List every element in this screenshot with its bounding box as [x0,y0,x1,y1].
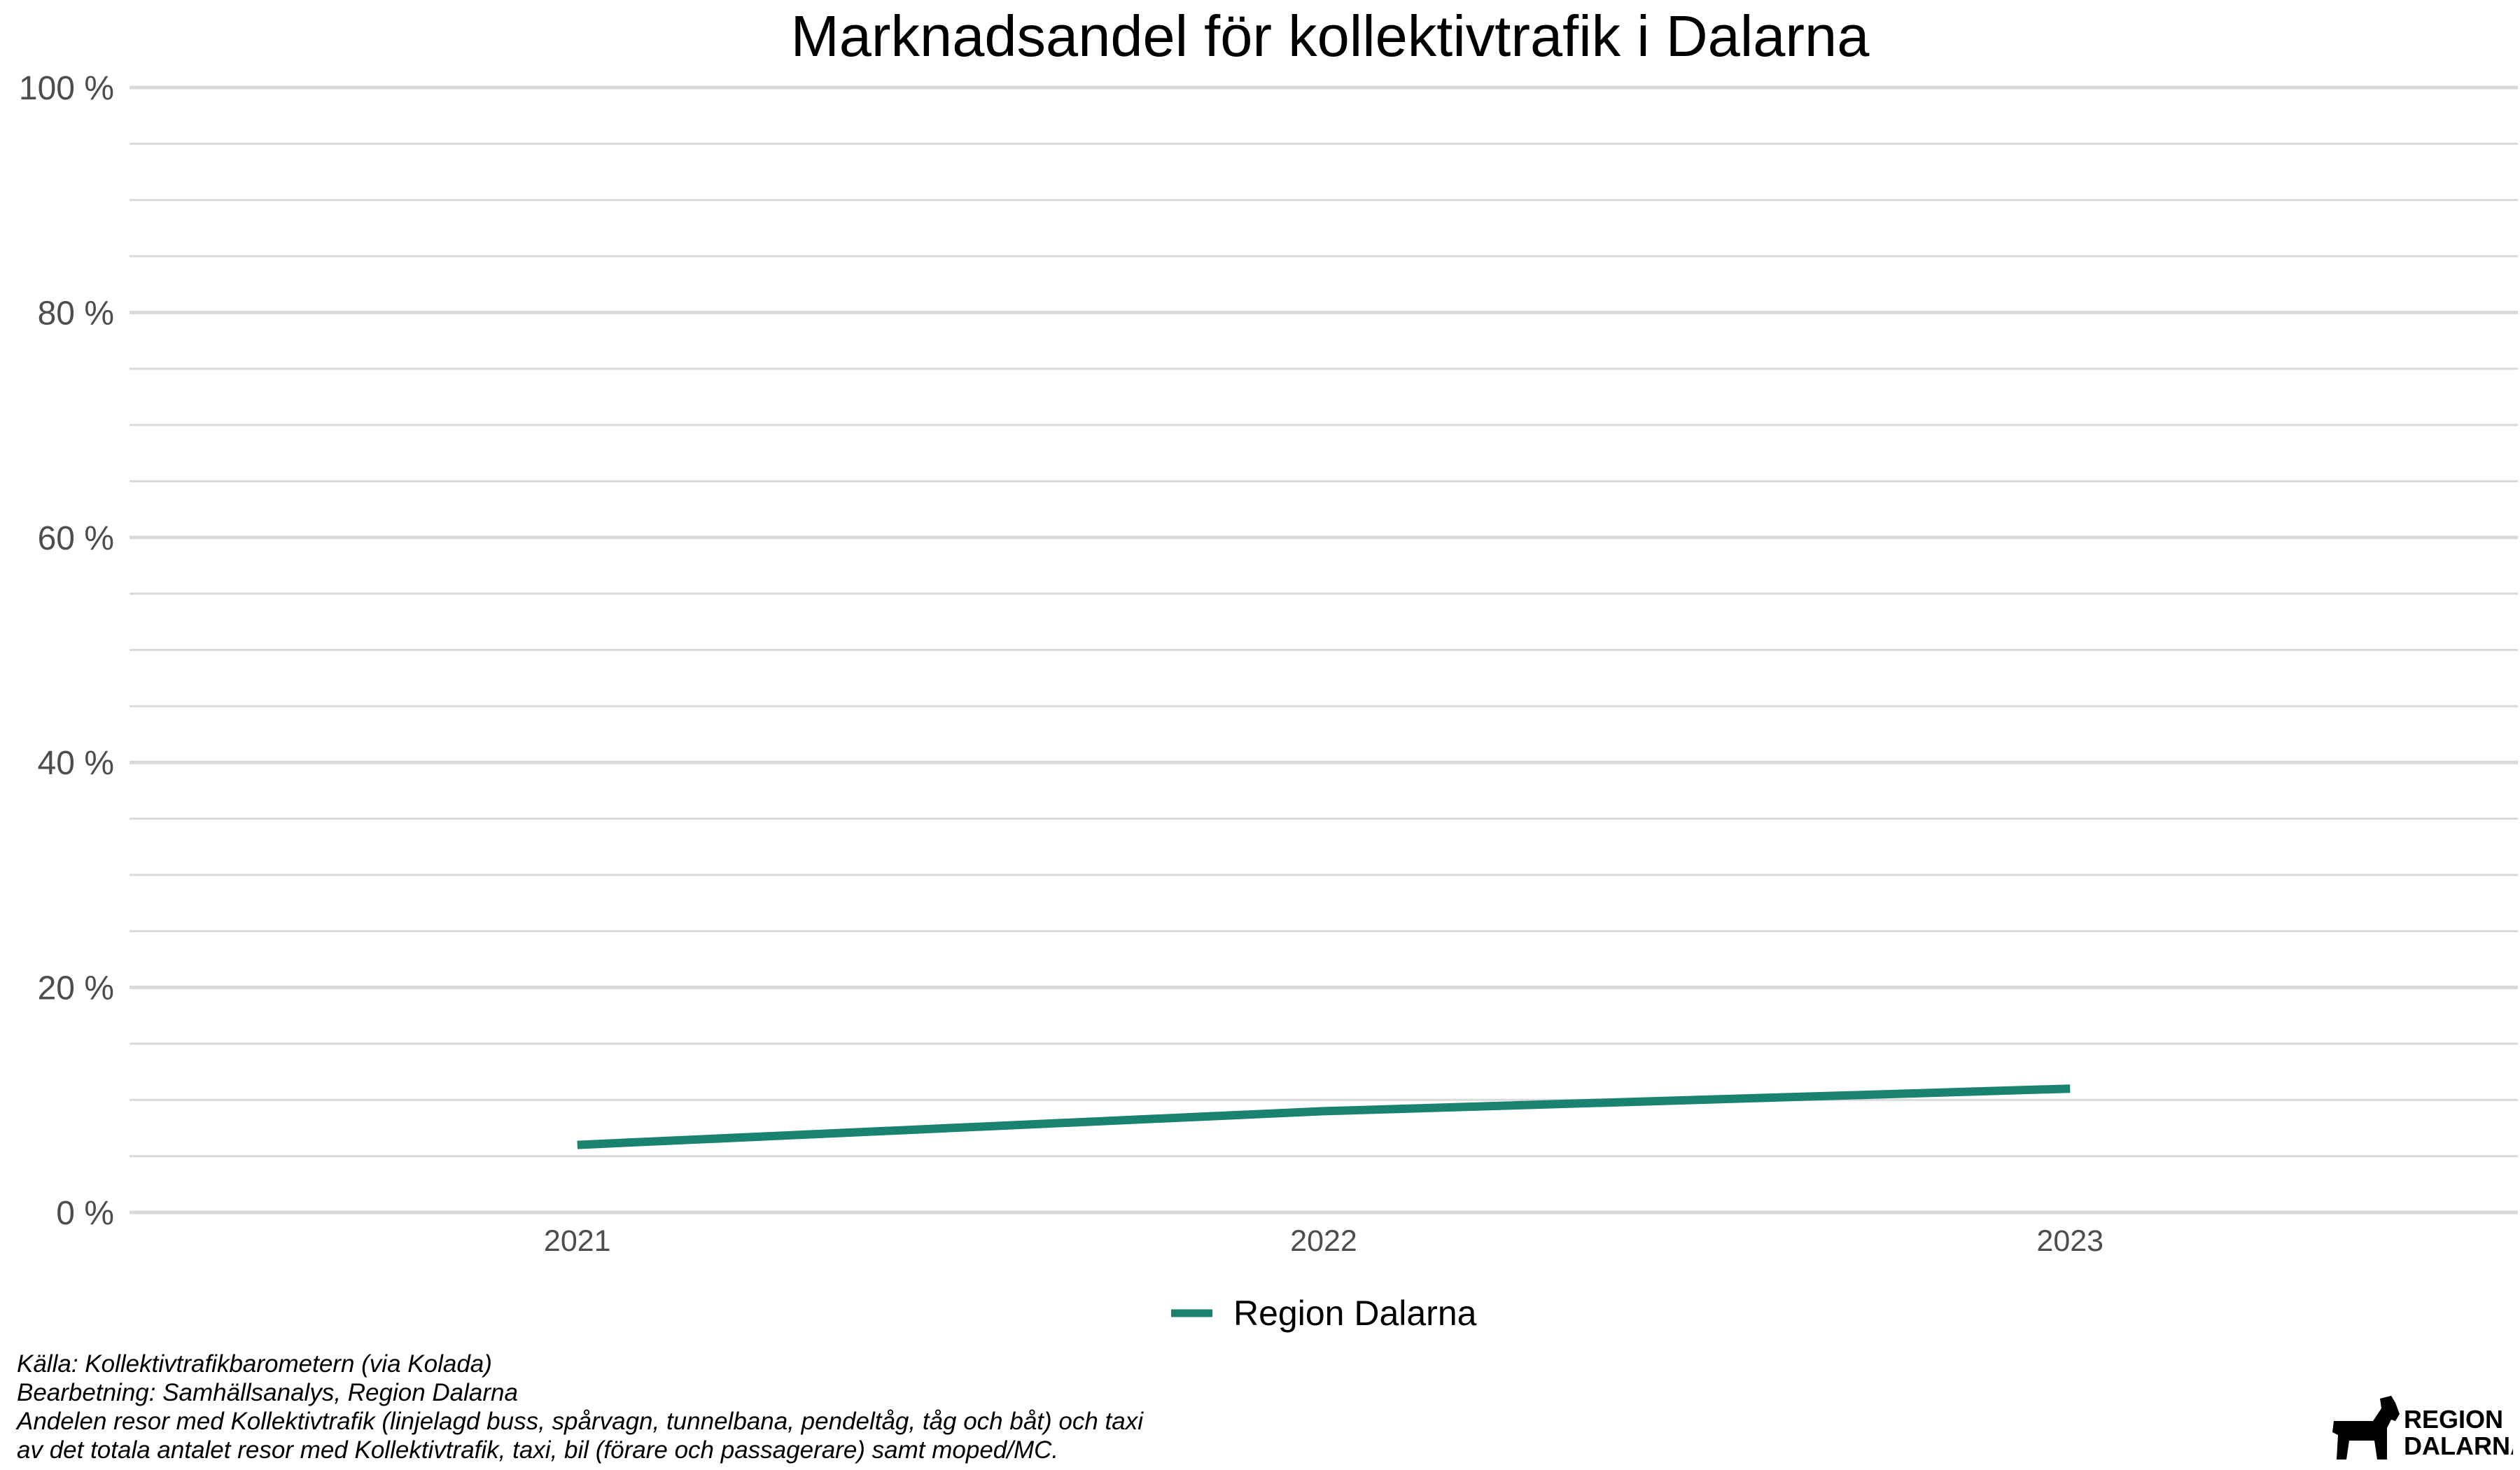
y-tick-label: 80 % [38,295,114,332]
y-tick-label: 20 % [38,970,114,1007]
chart-title: Marknadsandel för kollektivtrafik i Dala… [791,4,1870,69]
x-tick-label: 2021 [544,1224,611,1258]
series-line [577,1084,2071,1149]
x-tick-label: 2022 [1290,1224,1357,1258]
chart-caption: Källa: Kollektivtrafikbarometern (via Ko… [17,1350,1143,1464]
y-tick-label: 40 % [38,745,114,782]
legend: Region Dalarna [1171,1294,1477,1333]
x-axis-ticks: 2021 2022 2023 [544,1224,2104,1258]
caption-source: Källa: Kollektivtrafikbarometern (via Ko… [17,1350,492,1378]
logo-line2: DALARNA [2404,1432,2513,1460]
y-tick-label: 60 % [38,520,114,557]
x-tick-label: 2023 [2036,1224,2104,1258]
caption-processing: Bearbetning: Samhällsanalys, Region Dala… [17,1379,518,1406]
logo-line1: REGION [2404,1405,2503,1434]
y-tick-label: 0 % [56,1195,114,1232]
gridlines [130,85,2518,1214]
series-lines [577,1084,2071,1149]
caption-note-line2: av det totala antalet resor med Kollekti… [17,1436,1059,1464]
region-dalarna-logo: REGION DALARNA [2332,1396,2513,1460]
y-axis-ticks: 0 % 20 % 40 % 60 % 80 % 100 % [19,70,114,1232]
legend-label: Region Dalarna [1233,1294,1477,1333]
dala-horse-icon [2332,1396,2400,1460]
caption-note-line1: Andelen resor med Kollektivtrafik (linje… [17,1408,1144,1435]
y-tick-label: 100 % [19,70,114,107]
